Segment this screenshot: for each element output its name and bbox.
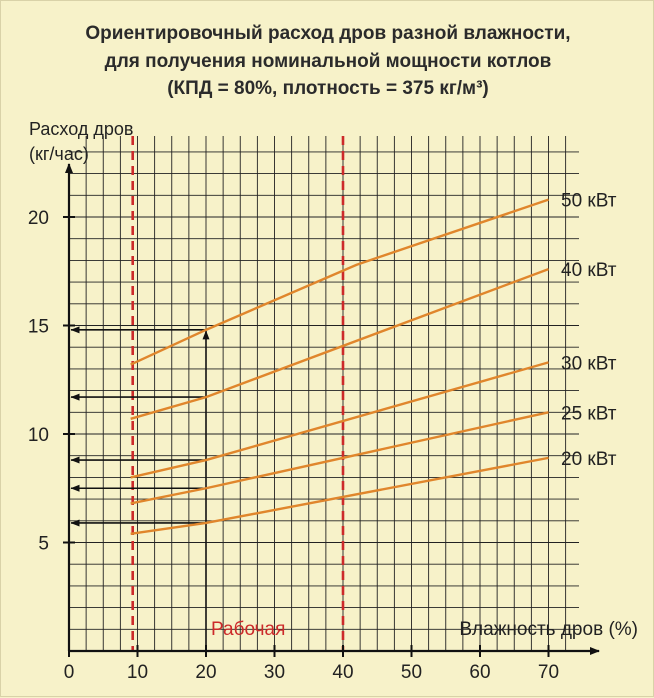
series-line	[130, 361, 549, 479]
y-tick-label: 20	[28, 208, 49, 229]
chart-title-line-1: Ориентировочный расход дров разной влажн…	[85, 23, 571, 44]
chart-title-line-3: (КПД = 80%, плотность = 375 кг/м³)	[167, 78, 489, 99]
x-tick-label: 40	[332, 662, 353, 683]
x-tick-label: 70	[538, 662, 559, 683]
axes	[65, 163, 600, 655]
series-labels: 20 кВт 25 кВт 30 кВт 40 кВт 50 кВт	[561, 191, 617, 470]
x-tick-label: 0	[64, 662, 75, 683]
vertical-markers	[131, 136, 345, 651]
readout-arrows	[70, 326, 210, 651]
x-tick-label: 30	[264, 662, 285, 683]
y-axis-label-line-2: (кг/час)	[29, 144, 89, 164]
x-axis-label: Влажность дров (%)	[459, 619, 638, 640]
x-tick-label: 50	[401, 662, 422, 683]
y-tick-label: 5	[38, 534, 49, 555]
series-label: 30 кВт	[561, 353, 617, 374]
series-label: 40 кВт	[561, 260, 617, 281]
series-label: 25 кВт	[561, 403, 617, 424]
chart-title-line-2: для получения номинальной мощности котло…	[104, 51, 552, 72]
series-line	[130, 411, 549, 505]
grid	[69, 136, 579, 651]
x-tick-label: 10	[127, 662, 148, 683]
tick-labels: 0 10 20 30 40 50 60 70 5 10 15 20	[28, 208, 559, 683]
series-lines	[130, 198, 549, 536]
y-axis-label-line-1: Расход дров	[29, 119, 133, 139]
series-line	[130, 456, 549, 536]
y-tick-label: 15	[28, 317, 49, 338]
working-range-label: Рабочая	[211, 619, 285, 640]
series-line	[130, 267, 549, 420]
series-line	[130, 198, 549, 366]
x-tick-label: 60	[469, 662, 490, 683]
x-tick-label: 20	[195, 662, 216, 683]
y-tick-label: 10	[28, 425, 49, 446]
series-label: 50 кВт	[561, 191, 617, 212]
series-label: 20 кВт	[561, 449, 617, 470]
